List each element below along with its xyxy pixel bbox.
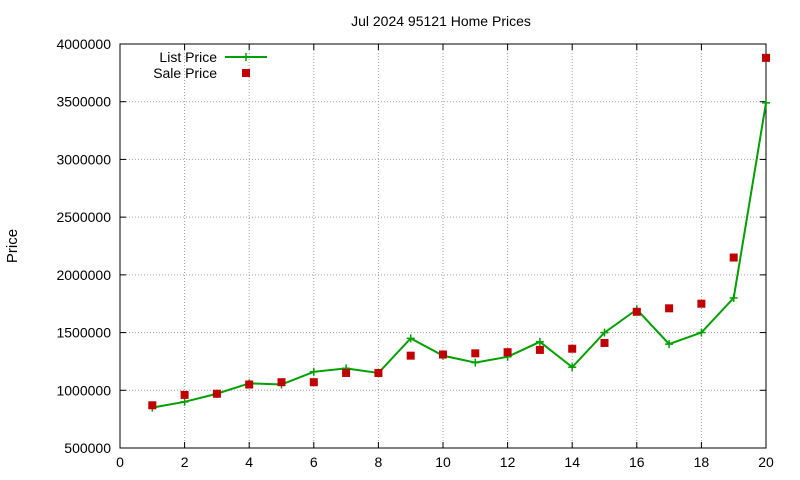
list-price-point xyxy=(600,328,609,337)
y-tick-label: 2000000 xyxy=(56,267,111,283)
list-price-point xyxy=(406,334,415,343)
series-list-price xyxy=(148,98,770,412)
list-price-point xyxy=(180,397,189,406)
series-sale-price xyxy=(148,53,770,410)
grid xyxy=(120,44,766,448)
sale-price-point xyxy=(697,299,706,308)
axis-ticks: 0 2 4 6 8 10 12 14 16 18 20 500000 1000000 1500000 200… xyxy=(56,36,774,470)
y-tick-label: 3000000 xyxy=(56,151,111,167)
sale-price-point xyxy=(600,338,609,347)
legend-point-swatch xyxy=(242,69,250,77)
x-tick-label: 6 xyxy=(310,454,318,470)
sale-price-point xyxy=(439,350,447,359)
sale-price-point xyxy=(535,345,544,354)
y-axis-label: Price xyxy=(4,229,21,263)
sale-price-point xyxy=(665,304,674,313)
sale-price-point xyxy=(374,368,383,377)
sale-price-point xyxy=(180,390,189,399)
legend-label: List Price xyxy=(159,49,217,65)
list-price-line xyxy=(152,102,767,409)
x-tick-label: 10 xyxy=(435,454,451,470)
list-price-point xyxy=(729,293,738,302)
x-tick-label: 20 xyxy=(758,454,774,470)
list-price-point xyxy=(568,363,577,372)
chart-title: Jul 2024 95121 Home Prices xyxy=(351,13,531,29)
list-price-point xyxy=(665,340,674,349)
legend-point-swatch xyxy=(242,53,250,61)
x-tick-label: 4 xyxy=(245,454,253,470)
series xyxy=(148,53,770,412)
x-tick-label: 8 xyxy=(375,454,383,470)
sale-price-point xyxy=(762,53,770,62)
sale-price-point xyxy=(277,378,286,387)
y-tick-label: 1000000 xyxy=(56,382,111,398)
list-price-point xyxy=(471,358,480,367)
y-tick-label: 1500000 xyxy=(56,325,111,341)
sale-price-point xyxy=(729,253,738,262)
x-tick-label: 14 xyxy=(564,454,580,470)
sale-price-point xyxy=(471,349,480,358)
y-tick-label: 3500000 xyxy=(56,94,111,110)
list-price-point xyxy=(309,367,318,376)
sale-price-point xyxy=(309,378,318,387)
x-tick-label: 18 xyxy=(694,454,710,470)
sale-price-point xyxy=(342,368,351,377)
x-tick-label: 16 xyxy=(629,454,645,470)
list-price-point xyxy=(762,98,770,107)
plot-frame xyxy=(119,43,767,449)
x-tick-label: 0 xyxy=(116,454,124,470)
list-price-point xyxy=(697,328,706,337)
sale-price-point xyxy=(212,389,221,398)
legend-label: Sale Price xyxy=(153,65,217,81)
y-tick-label: 4000000 xyxy=(56,36,111,52)
sale-price-point xyxy=(632,307,641,316)
sale-price-point xyxy=(148,401,157,410)
x-tick-label: 2 xyxy=(181,454,189,470)
y-tick-label: 500000 xyxy=(64,440,111,456)
sale-price-point xyxy=(568,344,577,353)
sale-price-point xyxy=(245,380,254,389)
y-tick-label: 2500000 xyxy=(56,209,111,225)
list-price-point xyxy=(535,337,544,346)
sale-price-point xyxy=(503,348,512,357)
x-tick-label: 12 xyxy=(500,454,516,470)
sale-price-point xyxy=(406,351,415,360)
